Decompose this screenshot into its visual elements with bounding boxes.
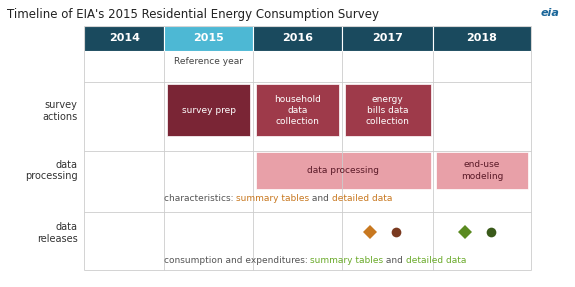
Text: summary tables: summary tables xyxy=(236,194,309,203)
Text: consumption and expenditures:: consumption and expenditures: xyxy=(164,255,311,265)
Text: summary tables: summary tables xyxy=(310,255,384,265)
Text: survey
actions: survey actions xyxy=(42,100,78,122)
Text: 2016: 2016 xyxy=(282,33,313,43)
Text: 2014: 2014 xyxy=(109,33,140,43)
Text: detailed data: detailed data xyxy=(406,255,466,265)
Text: data
releases: data releases xyxy=(37,222,78,244)
Text: Reference year: Reference year xyxy=(174,57,243,66)
Text: Timeline of EIA's 2015 Residential Energy Consumption Survey: Timeline of EIA's 2015 Residential Energ… xyxy=(7,9,379,22)
Text: data
processing: data processing xyxy=(25,160,78,181)
FancyBboxPatch shape xyxy=(164,26,253,51)
Text: survey prep: survey prep xyxy=(182,106,236,115)
Text: 2017: 2017 xyxy=(372,33,403,43)
Text: and: and xyxy=(383,255,406,265)
Text: end-use
modeling: end-use modeling xyxy=(461,160,503,181)
Text: household
data
collection: household data collection xyxy=(274,94,321,126)
Text: 2018: 2018 xyxy=(467,33,497,43)
FancyBboxPatch shape xyxy=(85,26,164,51)
Text: and: and xyxy=(309,194,332,203)
FancyBboxPatch shape xyxy=(167,84,250,136)
Text: 2015: 2015 xyxy=(193,33,224,43)
FancyBboxPatch shape xyxy=(256,152,431,189)
FancyBboxPatch shape xyxy=(345,84,431,136)
Text: detailed data: detailed data xyxy=(332,194,392,203)
FancyBboxPatch shape xyxy=(434,26,531,51)
FancyBboxPatch shape xyxy=(342,26,434,51)
Text: energy
bills data
collection: energy bills data collection xyxy=(366,94,409,126)
Text: characteristics:: characteristics: xyxy=(164,194,237,203)
FancyBboxPatch shape xyxy=(256,84,339,136)
Text: eia: eia xyxy=(540,9,559,18)
Text: data processing: data processing xyxy=(307,166,380,175)
FancyBboxPatch shape xyxy=(253,26,342,51)
FancyBboxPatch shape xyxy=(436,152,528,189)
